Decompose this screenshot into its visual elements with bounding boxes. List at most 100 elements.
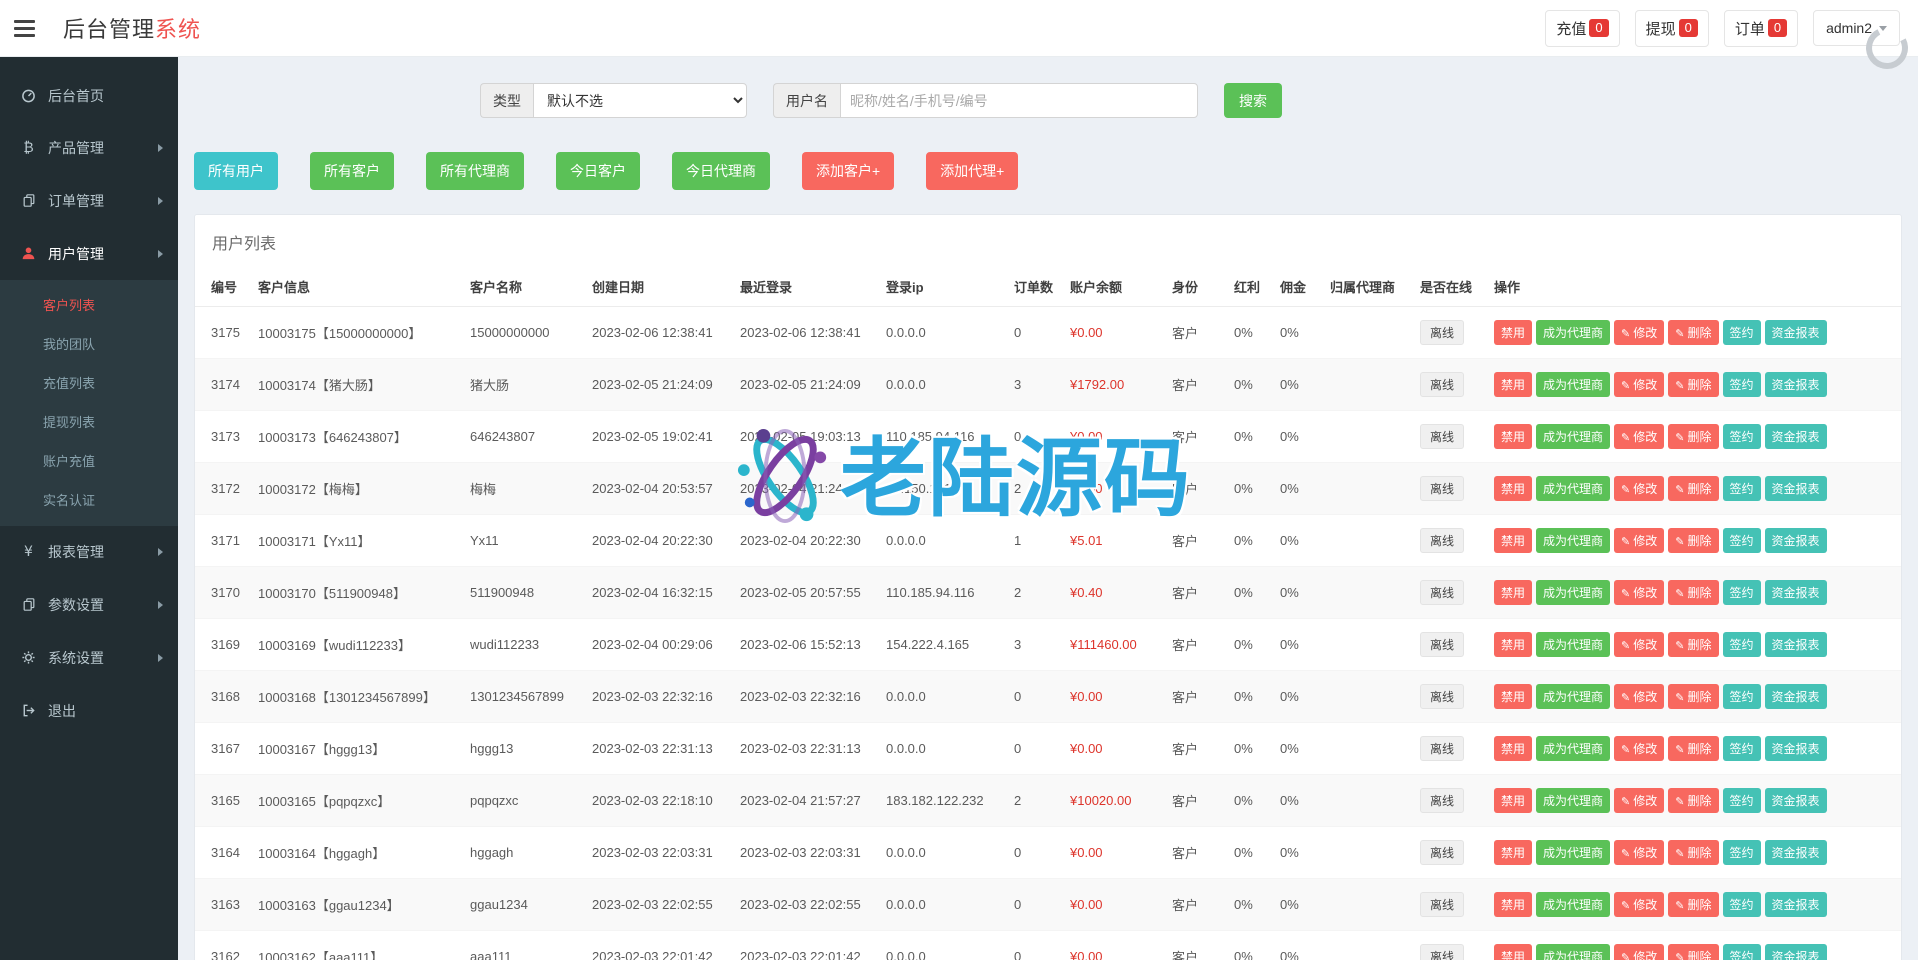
- delete-button[interactable]: ✎ 删除: [1668, 528, 1719, 553]
- edit-button[interactable]: ✎ 修改: [1614, 580, 1665, 605]
- edit-button[interactable]: ✎ 修改: [1614, 684, 1665, 709]
- sign-button[interactable]: 签约: [1722, 320, 1761, 345]
- sidebar-item-dashboard[interactable]: 后台首页: [0, 69, 178, 122]
- delete-button[interactable]: ✎ 删除: [1668, 476, 1719, 501]
- edit-button[interactable]: ✎ 修改: [1614, 788, 1665, 813]
- become-agent-button[interactable]: 成为代理商: [1536, 372, 1611, 397]
- all-customers-button[interactable]: 所有客户: [310, 152, 394, 190]
- edit-button[interactable]: ✎ 修改: [1614, 476, 1665, 501]
- disable-button[interactable]: 禁用: [1494, 528, 1533, 553]
- recharge-notification-button[interactable]: 充值 0: [1545, 9, 1620, 47]
- funds-report-button[interactable]: 资金报表: [1764, 944, 1827, 960]
- disable-button[interactable]: 禁用: [1494, 788, 1533, 813]
- become-agent-button[interactable]: 成为代理商: [1536, 840, 1611, 865]
- delete-button[interactable]: ✎ 删除: [1668, 684, 1719, 709]
- sidebar-item-orders[interactable]: 订单管理: [0, 174, 178, 227]
- delete-button[interactable]: ✎ 删除: [1668, 424, 1719, 449]
- edit-button[interactable]: ✎ 修改: [1614, 632, 1665, 657]
- funds-report-button[interactable]: 资金报表: [1764, 320, 1827, 345]
- delete-button[interactable]: ✎ 删除: [1668, 736, 1719, 761]
- become-agent-button[interactable]: 成为代理商: [1536, 892, 1611, 917]
- funds-report-button[interactable]: 资金报表: [1764, 580, 1827, 605]
- submenu-item-my-team[interactable]: 我的团队: [43, 337, 96, 352]
- disable-button[interactable]: 禁用: [1494, 320, 1533, 345]
- sign-button[interactable]: 签约: [1722, 372, 1761, 397]
- sign-button[interactable]: 签约: [1722, 944, 1761, 960]
- sidebar-item-reports[interactable]: ¥ 报表管理: [0, 526, 178, 578]
- become-agent-button[interactable]: 成为代理商: [1536, 528, 1611, 553]
- become-agent-button[interactable]: 成为代理商: [1536, 320, 1611, 345]
- disable-button[interactable]: 禁用: [1494, 580, 1533, 605]
- delete-button[interactable]: ✎ 删除: [1668, 788, 1719, 813]
- search-button[interactable]: 搜索: [1224, 83, 1282, 118]
- sidebar-item-products[interactable]: ₿ 产品管理: [0, 122, 178, 174]
- edit-button[interactable]: ✎ 修改: [1614, 892, 1665, 917]
- submenu-item-withdraw-list[interactable]: 提现列表: [43, 415, 96, 430]
- orders-notification-button[interactable]: 订单 0: [1723, 9, 1799, 47]
- funds-report-button[interactable]: 资金报表: [1764, 372, 1827, 397]
- become-agent-button[interactable]: 成为代理商: [1536, 632, 1611, 657]
- disable-button[interactable]: 禁用: [1494, 424, 1533, 449]
- disable-button[interactable]: 禁用: [1494, 944, 1533, 960]
- disable-button[interactable]: 禁用: [1494, 684, 1533, 709]
- submenu-item-customer-list[interactable]: 客户列表: [43, 298, 96, 313]
- funds-report-button[interactable]: 资金报表: [1764, 840, 1827, 865]
- disable-button[interactable]: 禁用: [1494, 372, 1533, 397]
- today-agents-button[interactable]: 今日代理商: [672, 152, 770, 190]
- become-agent-button[interactable]: 成为代理商: [1536, 580, 1611, 605]
- edit-button[interactable]: ✎ 修改: [1614, 528, 1665, 553]
- delete-button[interactable]: ✎ 删除: [1668, 320, 1719, 345]
- sign-button[interactable]: 签约: [1722, 528, 1761, 553]
- become-agent-button[interactable]: 成为代理商: [1536, 736, 1611, 761]
- funds-report-button[interactable]: 资金报表: [1764, 476, 1827, 501]
- sign-button[interactable]: 签约: [1722, 476, 1761, 501]
- funds-report-button[interactable]: 资金报表: [1764, 424, 1827, 449]
- disable-button[interactable]: 禁用: [1494, 840, 1533, 865]
- all-agents-button[interactable]: 所有代理商: [426, 152, 524, 190]
- delete-button[interactable]: ✎ 删除: [1668, 632, 1719, 657]
- edit-button[interactable]: ✎ 修改: [1614, 320, 1665, 345]
- sign-button[interactable]: 签约: [1722, 424, 1761, 449]
- funds-report-button[interactable]: 资金报表: [1764, 684, 1827, 709]
- submenu-item-recharge-list[interactable]: 充值列表: [43, 376, 96, 391]
- add-agent-button[interactable]: 添加代理+: [926, 152, 1019, 190]
- disable-button[interactable]: 禁用: [1494, 632, 1533, 657]
- sidebar-item-users[interactable]: 用户管理: [0, 227, 178, 280]
- disable-button[interactable]: 禁用: [1494, 476, 1533, 501]
- username-search-input[interactable]: [840, 83, 1198, 118]
- delete-button[interactable]: ✎ 删除: [1668, 944, 1719, 960]
- sidebar-item-parameters[interactable]: 参数设置: [0, 578, 178, 631]
- become-agent-button[interactable]: 成为代理商: [1536, 684, 1611, 709]
- become-agent-button[interactable]: 成为代理商: [1536, 944, 1611, 960]
- add-customer-button[interactable]: 添加客户+: [802, 152, 895, 190]
- sidebar-item-system[interactable]: 系统设置: [0, 631, 178, 684]
- sign-button[interactable]: 签约: [1722, 632, 1761, 657]
- funds-report-button[interactable]: 资金报表: [1764, 736, 1827, 761]
- become-agent-button[interactable]: 成为代理商: [1536, 476, 1611, 501]
- funds-report-button[interactable]: 资金报表: [1764, 632, 1827, 657]
- funds-report-button[interactable]: 资金报表: [1764, 892, 1827, 917]
- edit-button[interactable]: ✎ 修改: [1614, 840, 1665, 865]
- sign-button[interactable]: 签约: [1722, 736, 1761, 761]
- delete-button[interactable]: ✎ 删除: [1668, 892, 1719, 917]
- hamburger-menu-icon[interactable]: [14, 19, 35, 37]
- edit-button[interactable]: ✎ 修改: [1614, 944, 1665, 960]
- today-customers-button[interactable]: 今日客户: [556, 152, 640, 190]
- funds-report-button[interactable]: 资金报表: [1764, 528, 1827, 553]
- sign-button[interactable]: 签约: [1722, 892, 1761, 917]
- sidebar-item-logout[interactable]: 退出: [0, 684, 178, 737]
- sign-button[interactable]: 签约: [1722, 580, 1761, 605]
- withdraw-notification-button[interactable]: 提现 0: [1634, 9, 1709, 47]
- delete-button[interactable]: ✎ 删除: [1668, 580, 1719, 605]
- user-menu-button[interactable]: admin2: [1813, 10, 1900, 46]
- all-users-button[interactable]: 所有用户: [194, 152, 278, 190]
- sign-button[interactable]: 签约: [1722, 684, 1761, 709]
- sign-button[interactable]: 签约: [1722, 840, 1761, 865]
- disable-button[interactable]: 禁用: [1494, 892, 1533, 917]
- become-agent-button[interactable]: 成为代理商: [1536, 788, 1611, 813]
- edit-button[interactable]: ✎ 修改: [1614, 424, 1665, 449]
- funds-report-button[interactable]: 资金报表: [1764, 788, 1827, 813]
- sign-button[interactable]: 签约: [1722, 788, 1761, 813]
- delete-button[interactable]: ✎ 删除: [1668, 372, 1719, 397]
- edit-button[interactable]: ✎ 修改: [1614, 736, 1665, 761]
